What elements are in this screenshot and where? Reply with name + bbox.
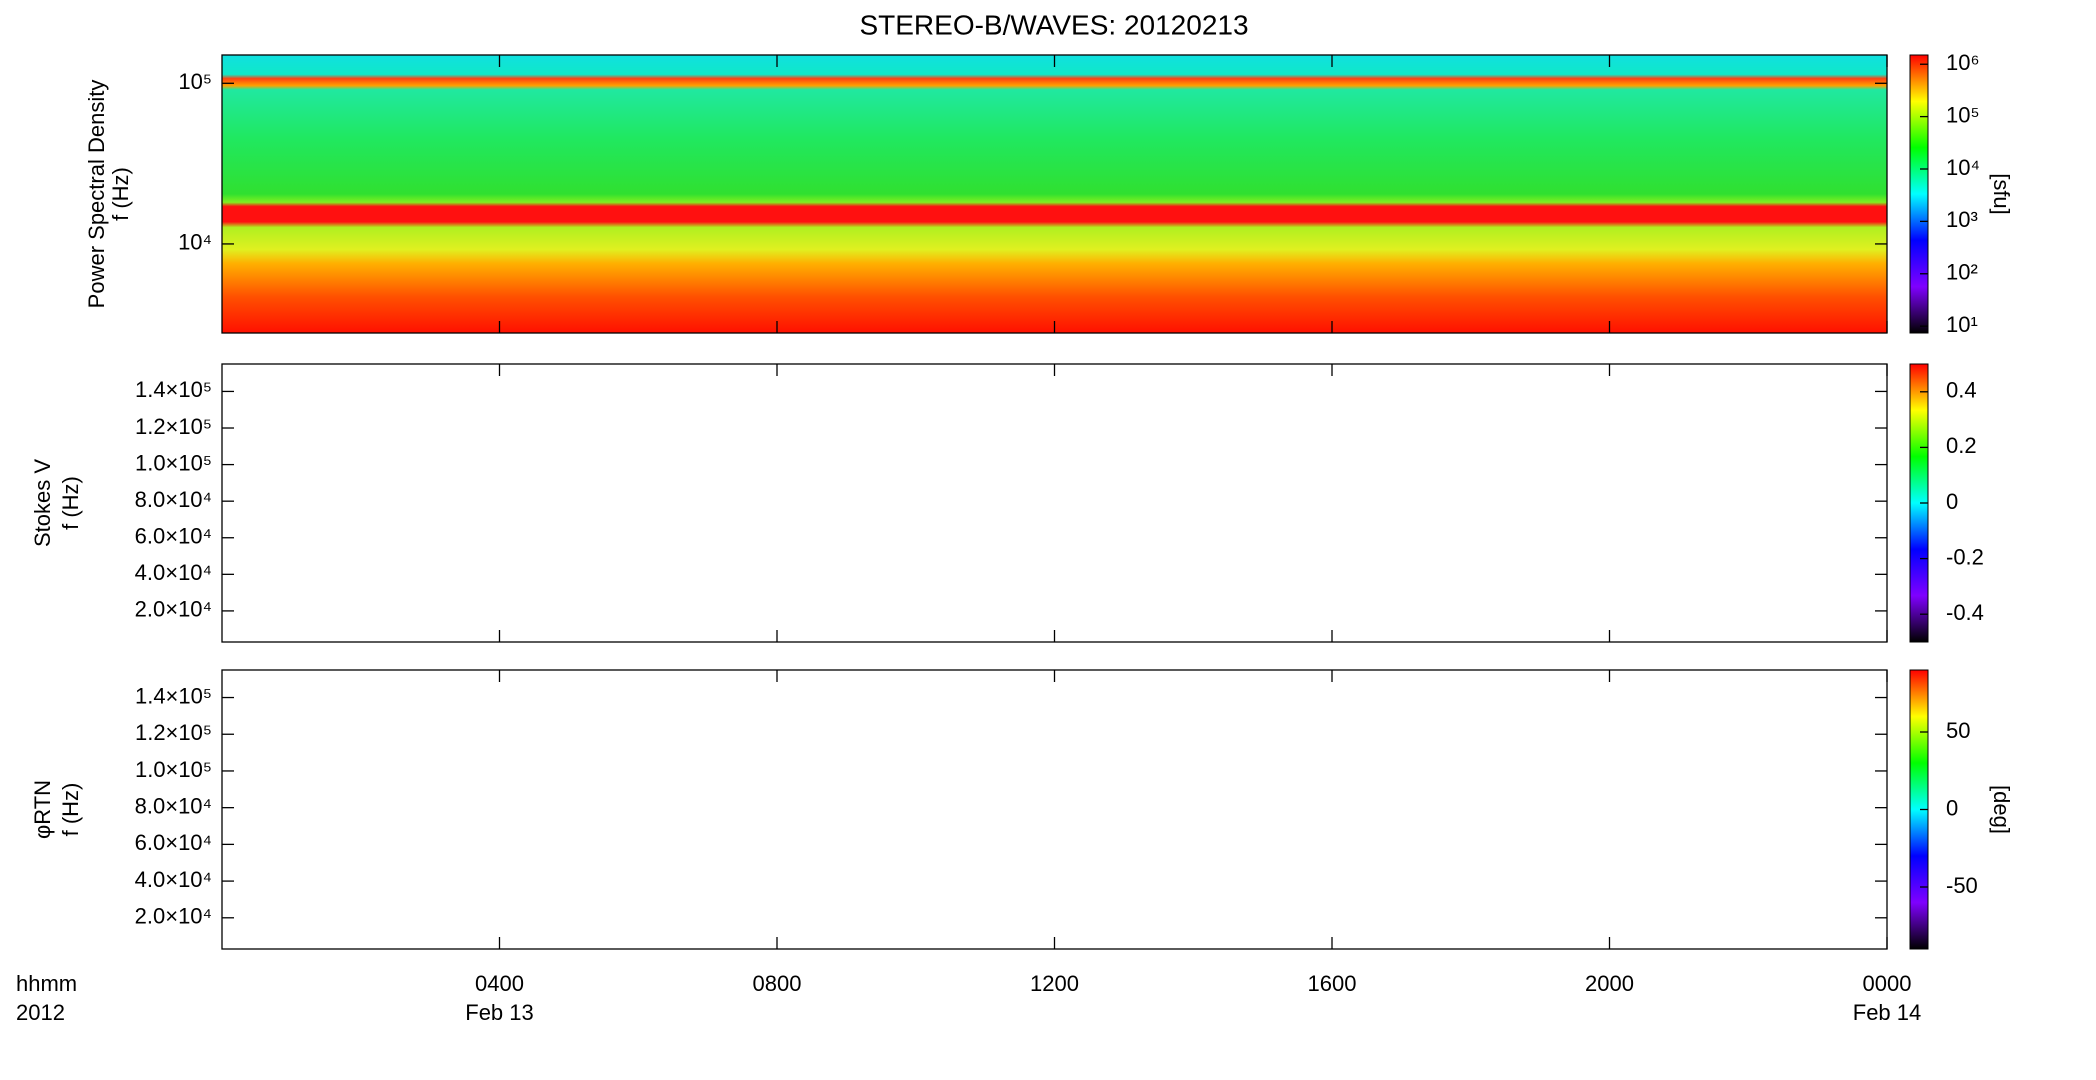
colorbar-tick-label: 10⁶ (1946, 50, 1980, 75)
colorbar-tick-label: 50 (1946, 718, 1970, 743)
x-tick-label: 1200 (1030, 971, 1079, 996)
x-tick-label: 1600 (1308, 971, 1357, 996)
x-tick-label: 0800 (753, 971, 802, 996)
y-tick-label: 1.4×10⁵ (135, 683, 212, 708)
colorbar-tick-label: 0.4 (1946, 378, 1977, 403)
x-tick-label: 0000 (1863, 971, 1912, 996)
date-label: Feb 14 (1853, 1000, 1922, 1025)
y-axis-label: f (Hz) (58, 783, 83, 837)
colorbar-tick-label: 10⁴ (1946, 155, 1980, 180)
colorbar-tick-label: 0.2 (1946, 433, 1977, 458)
y-tick-label: 6.0×10⁴ (135, 830, 212, 855)
x-tick-label: 2000 (1585, 971, 1634, 996)
y-tick-label: 1.2×10⁵ (135, 720, 212, 745)
x-axis-label: 2012 (16, 1000, 65, 1025)
y-axis-label: Power Spectral Density (84, 80, 109, 309)
y-tick-label: 8.0×10⁴ (135, 793, 212, 818)
colorbar-tick-label: 0 (1946, 795, 1958, 820)
y-axis-label: φRTN (30, 780, 55, 839)
colorbar (1909, 54, 1929, 334)
plot-frame (221, 669, 1888, 950)
y-tick-label: 10⁴ (178, 230, 212, 255)
y-tick-label: 1.0×10⁵ (135, 757, 212, 782)
colorbar-tick-label: 10¹ (1946, 312, 1978, 337)
colorbar-tick-label: 10⁵ (1946, 102, 1980, 127)
colorbar-tick-label: -0.2 (1946, 544, 1984, 569)
y-axis-label: f (Hz) (108, 167, 133, 221)
x-tick-label: 0400 (475, 971, 524, 996)
y-axis-label: f (Hz) (58, 476, 83, 530)
colorbar-tick-label: 10² (1946, 260, 1978, 285)
colorbar-tick-label: -50 (1946, 873, 1978, 898)
y-axis-label: Stokes V (30, 459, 55, 547)
y-tick-label: 1.2×10⁵ (135, 414, 212, 439)
y-tick-label: 10⁵ (178, 69, 212, 94)
y-tick-label: 2.0×10⁴ (135, 597, 212, 622)
colorbar-tick-label: -0.4 (1946, 600, 1984, 625)
y-tick-label: 8.0×10⁴ (135, 487, 212, 512)
colorbar-tick-label: 0 (1946, 489, 1958, 514)
colorbar-label: [sfu] (1989, 173, 2014, 215)
y-tick-label: 1.4×10⁵ (135, 377, 212, 402)
y-tick-label: 1.0×10⁵ (135, 450, 212, 475)
plot-frame (221, 363, 1888, 643)
y-tick-label: 4.0×10⁴ (135, 867, 212, 892)
chart-title: STEREO-B/WAVES: 20120213 (859, 9, 1248, 40)
y-tick-label: 6.0×10⁴ (135, 524, 212, 549)
y-tick-label: 4.0×10⁴ (135, 560, 212, 585)
colorbar-label: [deg] (1989, 785, 2014, 834)
colorbar-tick-label: 10³ (1946, 207, 1978, 232)
date-label: Feb 13 (465, 1000, 534, 1025)
x-axis-label: hhmm (16, 971, 77, 996)
spectrogram-image (222, 55, 1887, 333)
y-tick-label: 2.0×10⁴ (135, 904, 212, 929)
